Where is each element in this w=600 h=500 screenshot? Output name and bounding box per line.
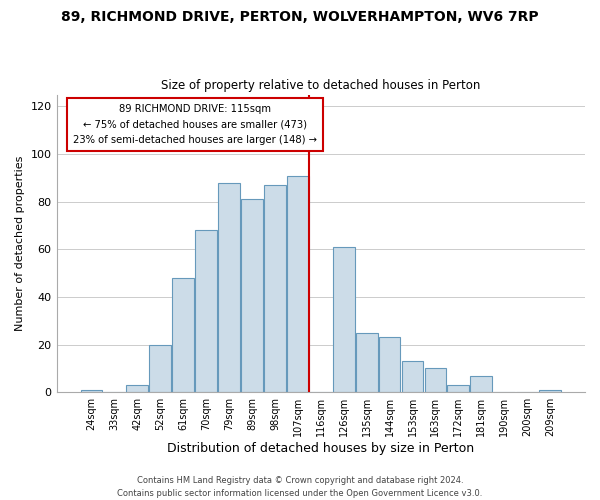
Text: Contains HM Land Registry data © Crown copyright and database right 2024.
Contai: Contains HM Land Registry data © Crown c…: [118, 476, 482, 498]
Bar: [218, 182, 240, 392]
Bar: [80, 390, 103, 392]
Bar: [195, 230, 217, 392]
Y-axis label: Number of detached properties: Number of detached properties: [15, 156, 25, 331]
Bar: [448, 385, 469, 392]
Text: 89, RICHMOND DRIVE, PERTON, WOLVERHAMPTON, WV6 7RP: 89, RICHMOND DRIVE, PERTON, WOLVERHAMPTO…: [61, 10, 539, 24]
Bar: [333, 247, 355, 392]
X-axis label: Distribution of detached houses by size in Perton: Distribution of detached houses by size …: [167, 442, 475, 455]
Bar: [127, 385, 148, 392]
Bar: [379, 338, 400, 392]
Bar: [356, 332, 377, 392]
Bar: [401, 362, 424, 392]
Bar: [287, 176, 309, 392]
Text: 89 RICHMOND DRIVE: 115sqm
← 75% of detached houses are smaller (473)
23% of semi: 89 RICHMOND DRIVE: 115sqm ← 75% of detac…: [73, 104, 317, 146]
Bar: [539, 390, 561, 392]
Bar: [149, 344, 171, 392]
Bar: [264, 185, 286, 392]
Bar: [241, 200, 263, 392]
Bar: [172, 278, 194, 392]
Title: Size of property relative to detached houses in Perton: Size of property relative to detached ho…: [161, 79, 481, 92]
Bar: [425, 368, 446, 392]
Bar: [470, 376, 492, 392]
